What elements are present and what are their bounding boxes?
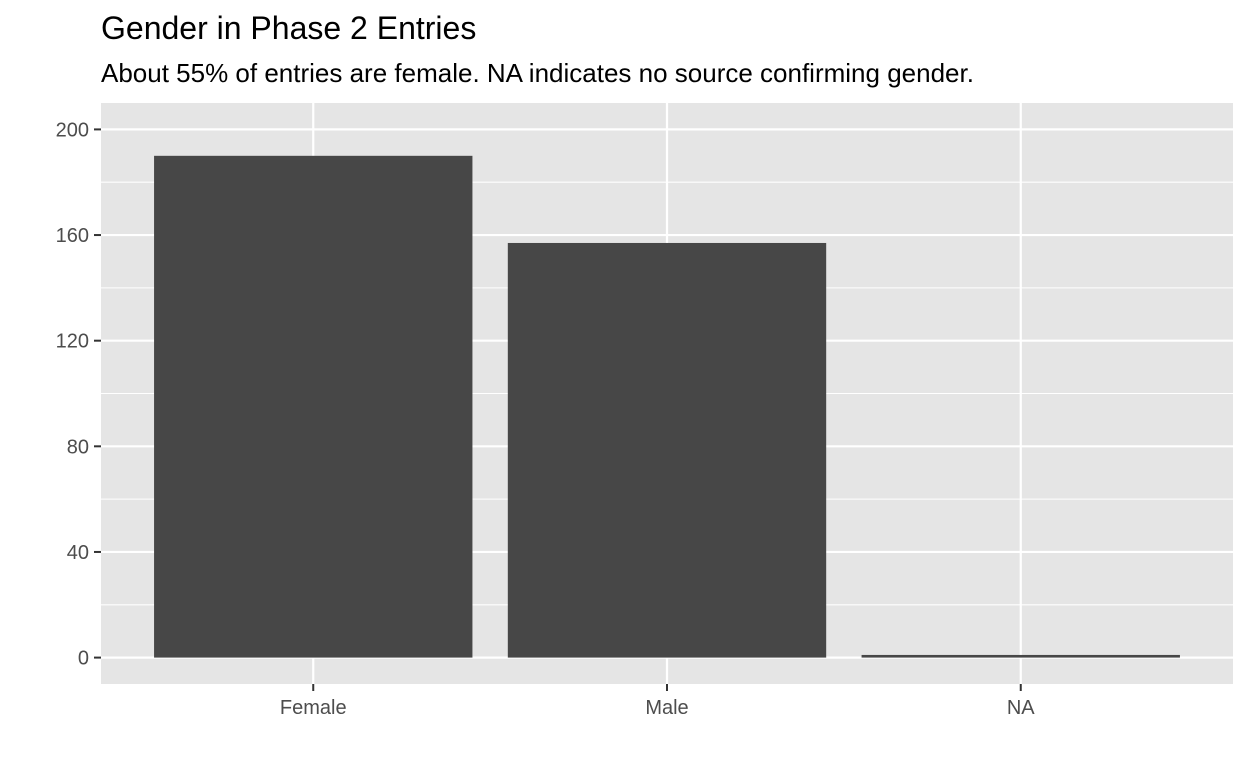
- y-tick-label: 0: [78, 648, 89, 670]
- chart-subtitle: About 55% of entries are female. NA indi…: [101, 58, 974, 88]
- x-tick-label-na: NA: [1007, 697, 1035, 719]
- bar-na: [861, 654, 1180, 658]
- bar-female: [154, 155, 473, 658]
- x-axis: Female Male NA: [280, 684, 1035, 719]
- x-tick-label-female: Female: [280, 697, 347, 719]
- x-tick-label-male: Male: [645, 697, 688, 719]
- y-tick-label: 120: [56, 331, 89, 353]
- y-tick-label: 160: [56, 225, 89, 247]
- y-tick-label: 40: [67, 542, 89, 564]
- chart-title: Gender in Phase 2 Entries: [101, 10, 477, 46]
- y-axis: 0 40 80 120 160 200: [56, 119, 101, 670]
- bar-male: [507, 242, 827, 658]
- bars: [154, 155, 1180, 658]
- y-tick-label: 200: [56, 119, 89, 141]
- y-tick-label: 80: [67, 436, 89, 458]
